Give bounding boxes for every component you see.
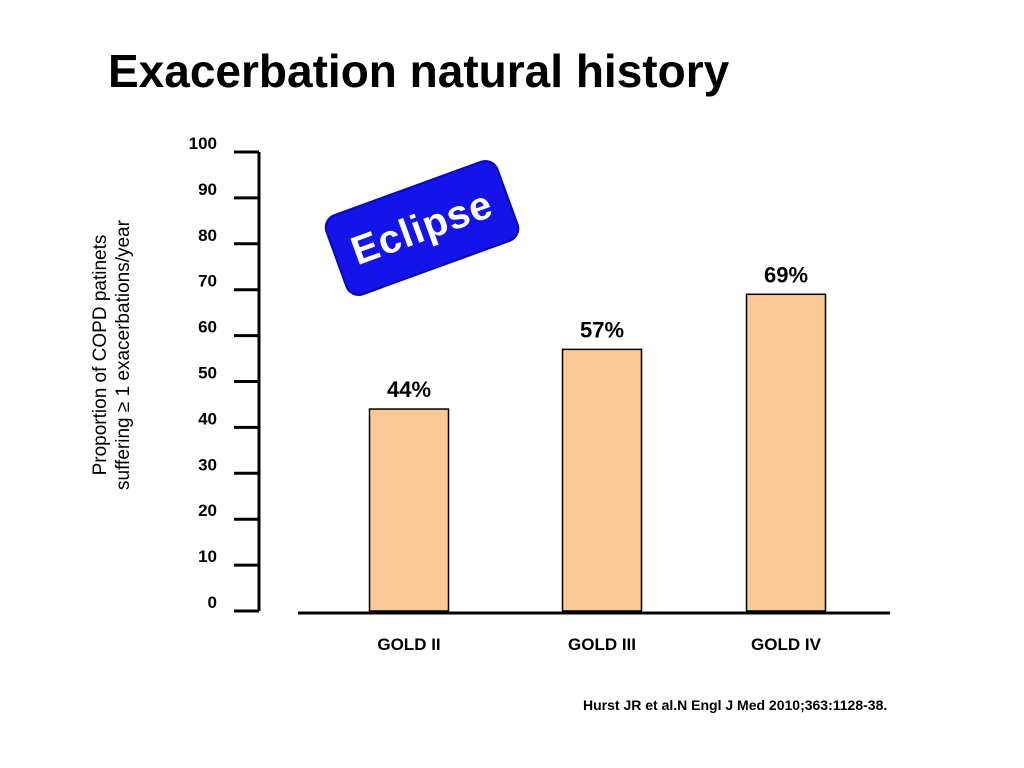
y-tick-label: 40 (198, 409, 217, 428)
y-tick-label: 60 (198, 318, 217, 337)
slide-title: Exacerbation natural history (108, 45, 730, 97)
data-label: 57% (580, 317, 624, 342)
x-category-label: GOLD IV (751, 635, 822, 654)
x-category-label: GOLD II (377, 635, 440, 654)
y-tick-label: 0 (208, 593, 217, 612)
bar (745, 293, 827, 612)
bar (368, 408, 450, 612)
y-tick-label: 70 (198, 272, 217, 291)
y-tick-label: 20 (198, 501, 217, 520)
y-tick-label: 100 (189, 134, 217, 153)
bar (561, 348, 643, 612)
data-label: 44% (387, 377, 431, 402)
y-tick-label: 80 (198, 226, 217, 245)
data-label: 69% (764, 262, 808, 287)
x-category-label: GOLD III (568, 635, 636, 654)
y-tick-label: 10 (198, 547, 217, 566)
citation: Hurst JR et al.N Engl J Med 2010;363:112… (583, 697, 888, 713)
y-tick-label: 90 (198, 180, 217, 199)
y-tick-label: 50 (198, 364, 217, 383)
y-tick-label: 30 (198, 455, 217, 474)
